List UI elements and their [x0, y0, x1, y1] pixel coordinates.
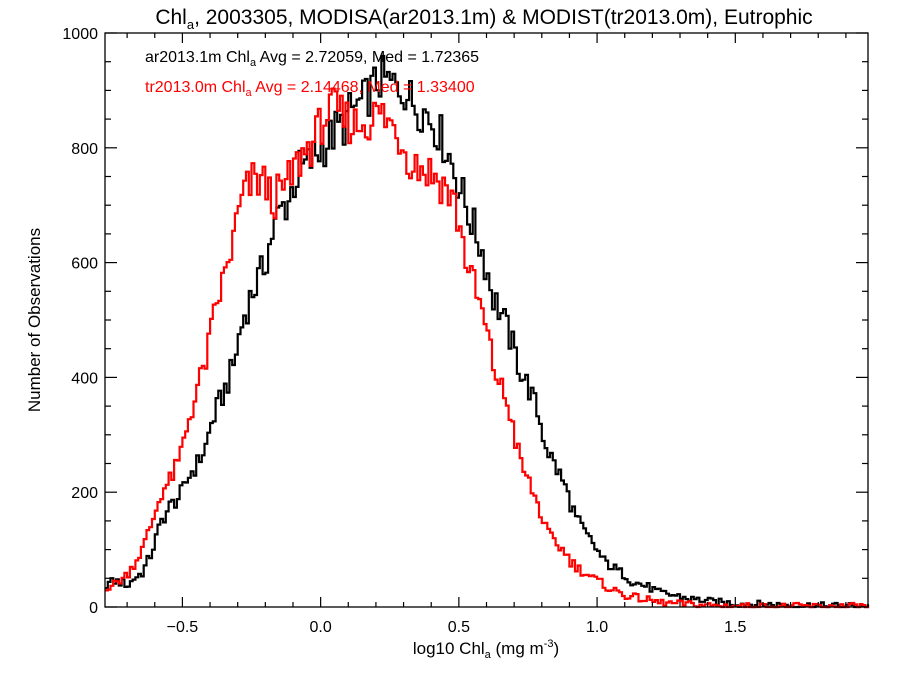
- x-axis-label: log10 Chla (mg m-3): [413, 638, 559, 661]
- series-1-stats-pre: ar2013.1m Chl: [145, 49, 250, 66]
- y-tick-label: 1000: [62, 26, 98, 43]
- x-axis-label-sup: -3: [544, 638, 554, 650]
- plot-frame: [104, 32, 869, 608]
- y-tick-label: 600: [71, 256, 98, 273]
- x-tick-label: 0.5: [448, 619, 470, 636]
- series-2-stats-post: Avg = 2.14468, Med = 1.33400: [252, 79, 475, 96]
- series-1-stats-post: Avg = 2.72059, Med = 1.72365: [256, 49, 479, 66]
- series-2-stats-sub: a: [246, 87, 253, 99]
- x-tick-label: 0.0: [310, 619, 332, 636]
- x-tick-label: 1.0: [586, 619, 608, 636]
- series-1-stats-sub: a: [250, 57, 257, 69]
- y-tick-label: 800: [71, 141, 98, 158]
- series-1-stats: ar2013.1m Chla Avg = 2.72059, Med = 1.72…: [145, 49, 479, 69]
- x-tick-label: −0.5: [167, 619, 199, 636]
- x-axis-label-close: ): [553, 639, 559, 658]
- chart-title-main: Chl: [155, 6, 187, 29]
- chart-title-subscript: a: [187, 17, 195, 32]
- y-axis-label: Number of Observations: [25, 228, 44, 412]
- x-axis-label-post: (mg m: [491, 639, 544, 658]
- chart-title-rest: , 2003305, MODISA(ar2013.1m) & MODIST(tr…: [194, 6, 813, 29]
- x-tick-labels: −0.5 0.0 0.5 1.0 1.5: [167, 619, 747, 636]
- x-axis-label-sub: a: [485, 649, 492, 661]
- plot-lines: [105, 54, 870, 609]
- y-tick-label: 0: [89, 600, 98, 617]
- chart-title: Chla, 2003305, MODISA(ar2013.1m) & MODIS…: [155, 6, 812, 32]
- series-2-line: [105, 87, 870, 609]
- series-2-stats: tr2013.0m Chla Avg = 2.14468, Med = 1.33…: [145, 79, 475, 99]
- y-tick-label: 200: [71, 485, 98, 502]
- x-axis-label-pre: log10 Chl: [413, 639, 485, 658]
- axis-ticks: [105, 32, 868, 608]
- series-2-stats-pre: tr2013.0m Chl: [145, 79, 246, 96]
- x-tick-label: 1.5: [724, 619, 746, 636]
- y-tick-labels: 0 200 400 600 800 1000: [62, 26, 98, 617]
- y-tick-label: 400: [71, 370, 98, 387]
